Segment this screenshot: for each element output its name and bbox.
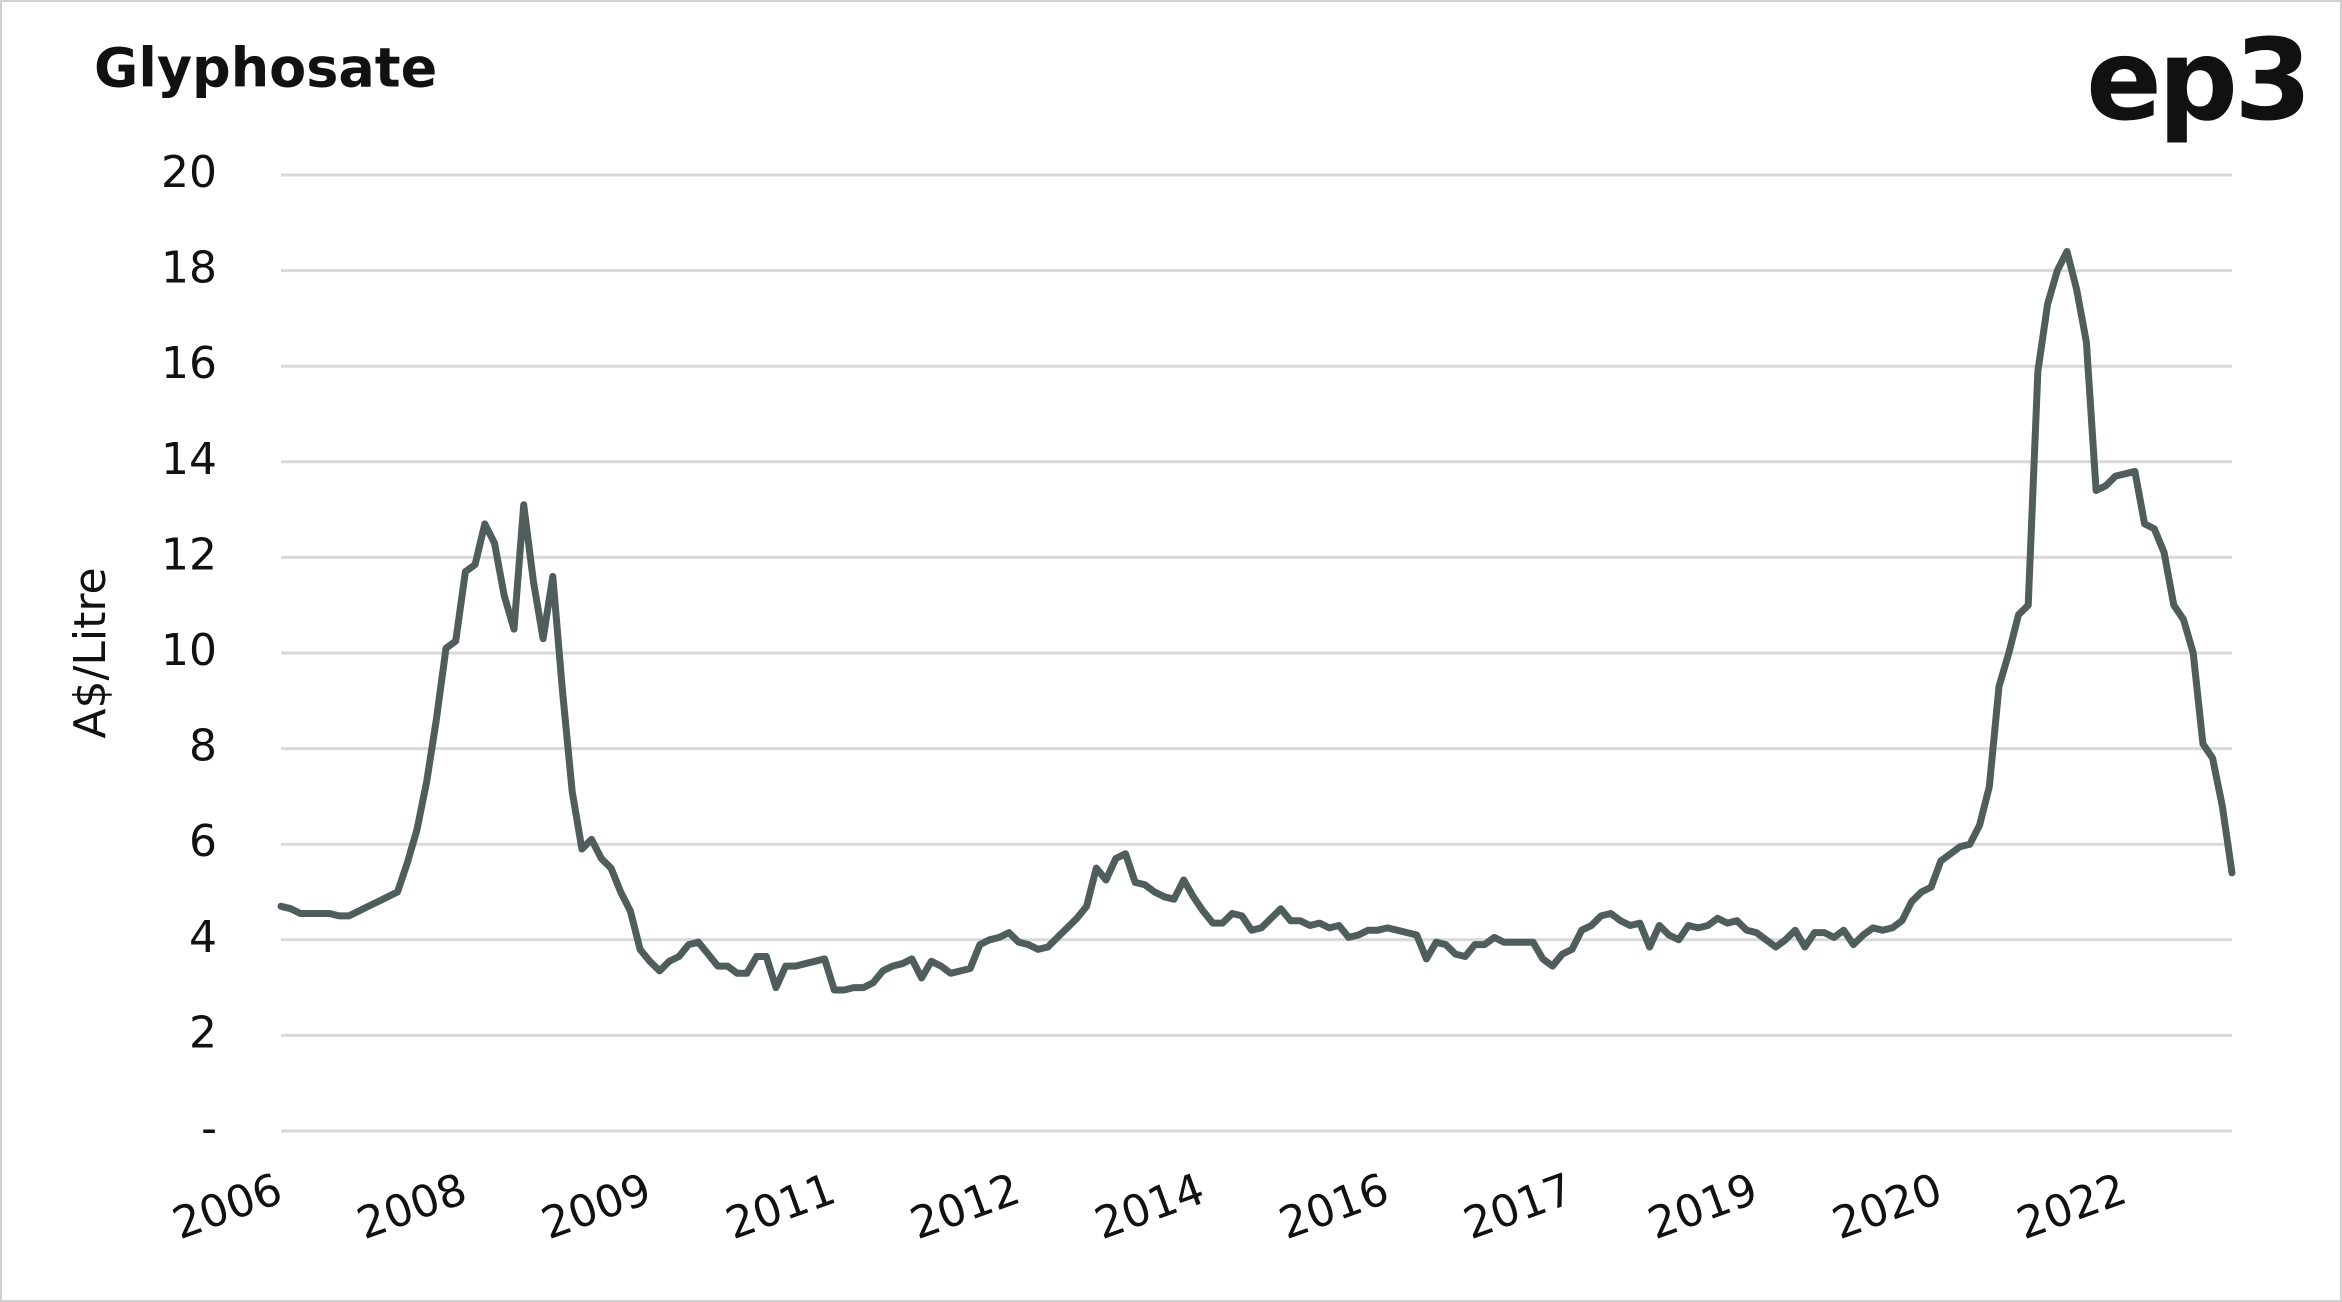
- y-tick-label: 16: [161, 338, 217, 389]
- logo: ep3: [2086, 16, 2308, 146]
- y-tick-label: -: [201, 1103, 217, 1154]
- y-tick-label: 4: [189, 912, 217, 963]
- y-tick-label: 8: [189, 721, 217, 772]
- y-tick-label: 2: [189, 1007, 217, 1058]
- y-tick-label: 12: [161, 529, 217, 580]
- y-tick-label: 6: [189, 816, 217, 867]
- line: [277, 248, 2236, 994]
- y-tick-label: 18: [161, 243, 217, 294]
- y-tick-label: 20: [161, 147, 217, 198]
- y-tick-label: 10: [161, 625, 217, 676]
- y-tick-label: 14: [161, 434, 217, 485]
- chart-title: Glyphosate: [94, 37, 437, 100]
- y-axis-label: A$/Litre: [65, 567, 116, 738]
